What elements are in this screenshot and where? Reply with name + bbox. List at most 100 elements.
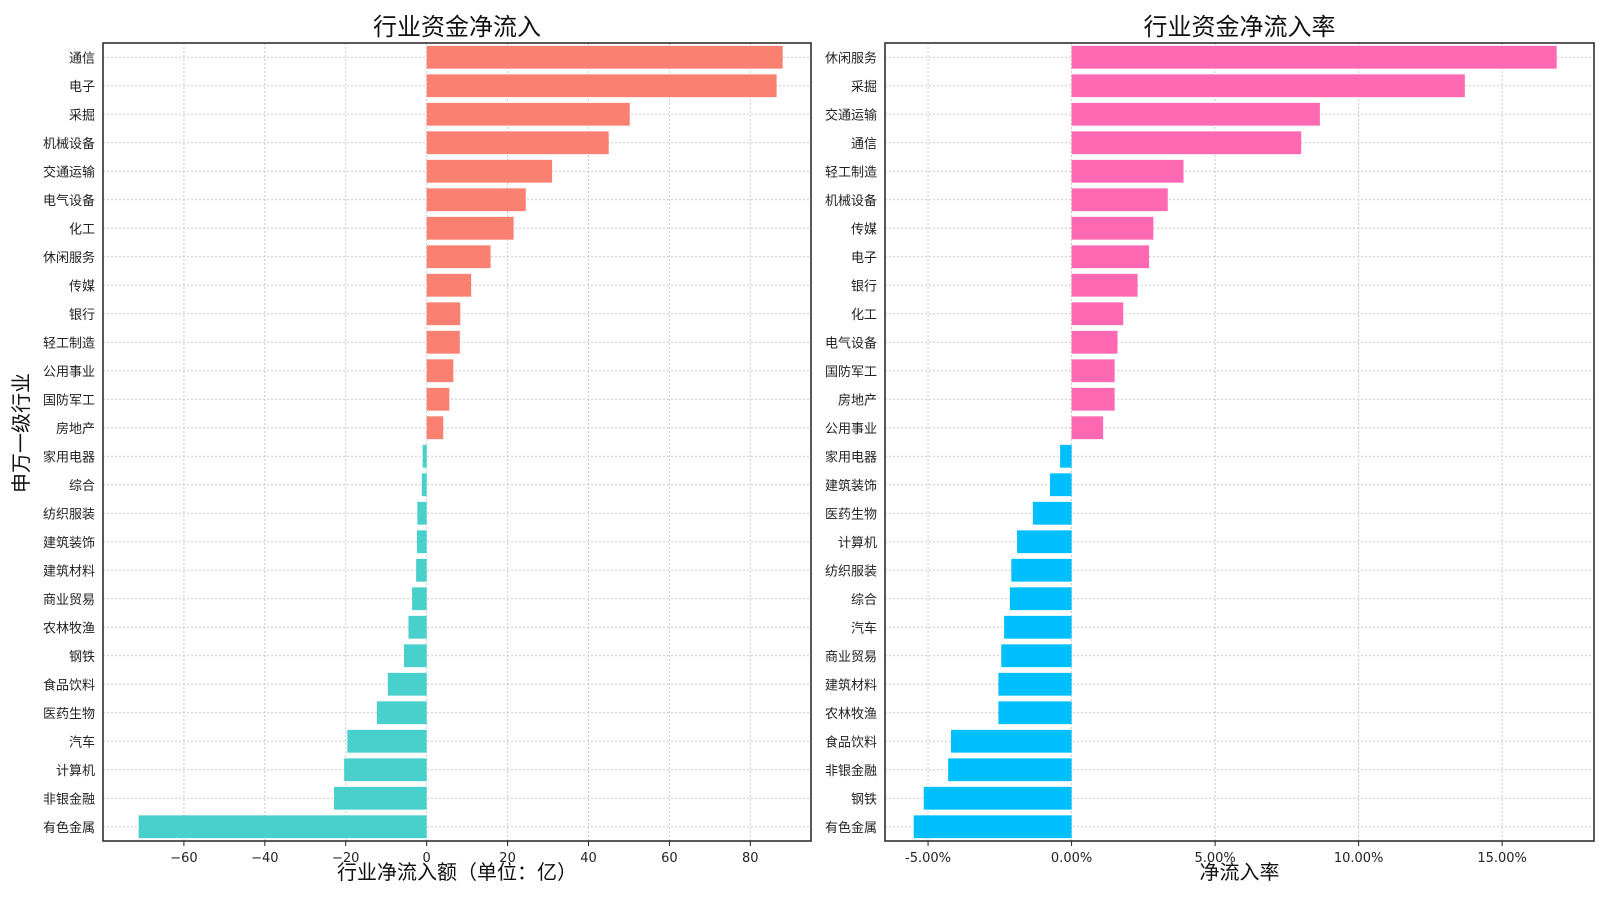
y-tick-label: 纺织服装	[43, 507, 95, 522]
y-tick-label: 电气设备	[825, 335, 877, 351]
y-tick-label: 公用事业	[43, 365, 95, 380]
bar	[1071, 330, 1118, 354]
bar	[426, 102, 630, 126]
bar	[426, 330, 460, 354]
y-tick-label: 电子	[69, 80, 95, 95]
y-tick-label: 化工	[851, 308, 877, 323]
y-tick-label: 采掘	[69, 108, 95, 123]
y-tick-label: 农林牧渔	[43, 621, 95, 636]
y-tick-label: 食品饮料	[825, 734, 877, 750]
y-tick-label: 计算机	[56, 764, 95, 779]
x-axis-label: 行业净流入额（单位：亿）	[337, 860, 577, 884]
bar	[426, 302, 461, 326]
y-tick-label: 交通运输	[825, 107, 877, 123]
bar	[1071, 245, 1150, 269]
y-tick-label: 钢铁	[69, 650, 95, 665]
y-tick-label: 医药生物	[43, 707, 95, 722]
bar	[426, 159, 553, 183]
bar	[998, 701, 1072, 725]
y-tick-label: 交通运输	[43, 164, 95, 180]
y-tick-label: 汽车	[851, 620, 877, 636]
chart-title: 行业资金净流入率	[1144, 13, 1336, 41]
y-tick-label: 休闲服务	[43, 250, 95, 266]
bar	[408, 615, 427, 639]
bar	[344, 758, 427, 782]
bar	[426, 216, 514, 240]
bar	[416, 530, 427, 554]
y-tick-label: 化工	[69, 222, 95, 237]
bar	[998, 672, 1072, 696]
y-tick-label: 汽车	[69, 734, 95, 750]
y-tick-label: 通信	[69, 51, 95, 66]
y-tick-label: 计算机	[838, 536, 877, 551]
y-tick-label: 电气设备	[43, 193, 95, 209]
y-tick-label: 采掘	[851, 80, 877, 95]
y-tick-label: 商业贸易	[43, 593, 95, 608]
bar	[412, 587, 427, 611]
y-tick-label: 钢铁	[851, 792, 877, 807]
bar	[422, 444, 427, 468]
bar	[387, 672, 427, 696]
bar	[426, 188, 526, 212]
x-tick-label: 60	[661, 851, 678, 866]
y-tick-label: 通信	[851, 137, 877, 152]
y-tick-label: 非银金融	[825, 763, 877, 779]
bar	[1001, 644, 1072, 668]
y-tick-label: 家用电器	[43, 449, 95, 465]
y-tick-label: 房地产	[56, 421, 95, 437]
y-axis-label: 申万一级行业	[9, 373, 33, 493]
y-tick-label: 电子	[851, 251, 877, 266]
bar	[1071, 102, 1320, 126]
chart-title: 行业资金净流入	[373, 13, 541, 41]
plot-frame	[102, 42, 812, 842]
bar	[1071, 159, 1184, 183]
bar	[1017, 530, 1072, 554]
y-tick-label: 房地产	[838, 392, 877, 408]
bar	[416, 558, 427, 582]
y-tick-label: 医药生物	[825, 507, 877, 522]
bar	[426, 74, 777, 98]
bar	[404, 644, 427, 668]
y-tick-label: 传媒	[851, 222, 877, 237]
y-tick-label: 建筑材料	[825, 677, 877, 693]
y-tick-label: 机械设备	[43, 136, 95, 152]
bar	[376, 701, 427, 725]
y-tick-label: 公用事业	[825, 422, 877, 437]
x-tick-label: −60	[170, 851, 197, 866]
bar	[426, 273, 472, 297]
bar	[913, 815, 1072, 839]
bar	[426, 45, 783, 69]
y-tick-label: 银行	[69, 308, 95, 323]
bar	[426, 416, 444, 440]
bar	[1071, 188, 1168, 212]
bar	[948, 758, 1072, 782]
bar	[138, 815, 427, 839]
x-tick-label: -5.00%	[905, 851, 951, 866]
y-tick-label: 轻工制造	[825, 165, 877, 180]
chart-panel-1: 通信电子采掘机械设备交通运输电气设备化工休闲服务传媒银行轻工制造公用事业国防军工…	[43, 13, 812, 884]
bar	[1050, 473, 1072, 497]
y-tick-label: 建筑材料	[43, 563, 95, 579]
chart-panel-2: 休闲服务采掘交通运输通信轻工制造机械设备传媒电子银行化工电气设备国防军工房地产公…	[825, 13, 1595, 884]
y-tick-label: 有色金属	[825, 820, 877, 836]
y-tick-label: 商业贸易	[825, 650, 877, 665]
y-tick-label: 综合	[851, 593, 877, 608]
y-tick-label: 国防军工	[43, 392, 95, 408]
bar	[1071, 45, 1557, 69]
y-tick-label: 休闲服务	[825, 50, 877, 66]
y-tick-label: 建筑装饰	[825, 478, 877, 494]
x-tick-label: 0	[423, 851, 431, 866]
y-tick-label: 非银金融	[43, 791, 95, 807]
bar	[1009, 587, 1072, 611]
x-tick-label: 20	[499, 851, 516, 866]
bar	[1032, 501, 1072, 525]
bar	[1071, 74, 1465, 98]
bar	[1071, 131, 1302, 155]
bar	[417, 501, 427, 525]
x-tick-label: 0.00%	[1051, 851, 1092, 866]
y-tick-label: 综合	[69, 479, 95, 494]
bar	[426, 245, 491, 269]
bar	[334, 786, 427, 810]
y-tick-label: 有色金属	[43, 820, 95, 836]
